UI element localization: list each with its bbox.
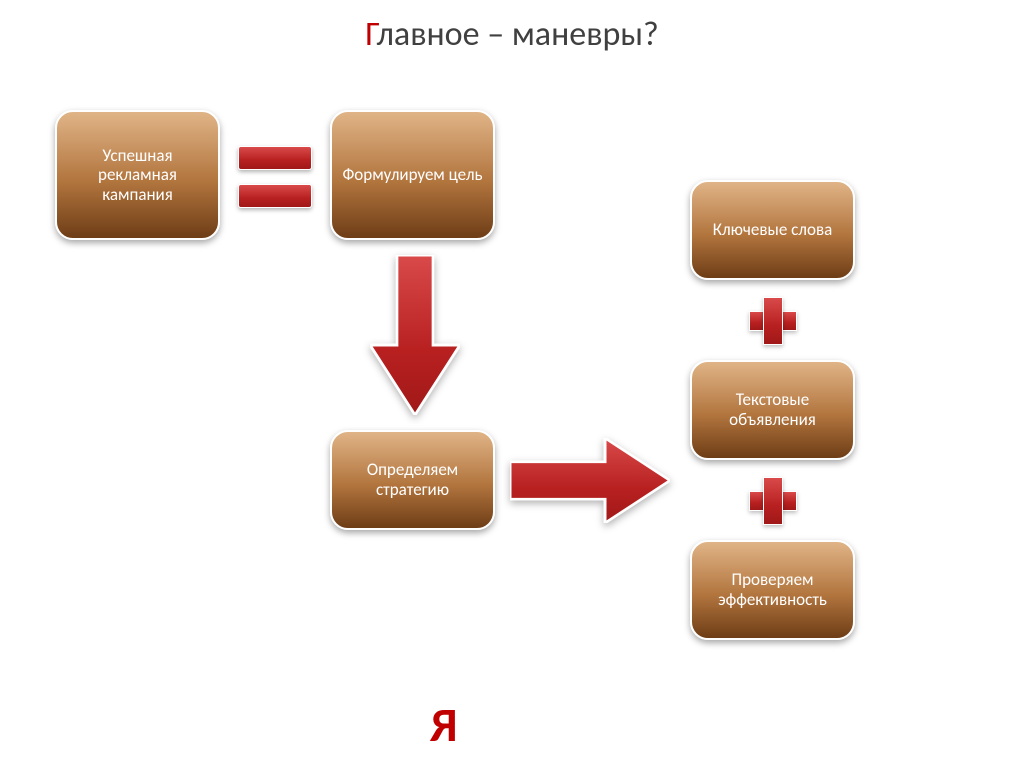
node-label: Текстовые объявления bbox=[698, 390, 847, 429]
ya-text: Я bbox=[430, 695, 458, 754]
node-text-ads: Текстовые объявления bbox=[690, 360, 855, 460]
diagram-stage: Главное – маневры? Успешная рекламная ка… bbox=[0, 0, 1024, 768]
node-label: Определяем стратегию bbox=[338, 460, 487, 499]
equals-bar-bottom bbox=[238, 184, 312, 208]
arrow-right bbox=[510, 438, 670, 523]
page-title: Главное – маневры? bbox=[0, 14, 1024, 55]
arrow-down bbox=[370, 255, 460, 415]
plus-v bbox=[763, 477, 783, 525]
yandex-logo-letter: Я bbox=[430, 695, 458, 754]
node-label: Успешная рекламная кампания bbox=[63, 146, 212, 205]
node-define-strategy: Определяем стратегию bbox=[330, 430, 495, 530]
plus-connector-1 bbox=[749, 297, 795, 343]
title-rest: лавное – маневры? bbox=[377, 14, 659, 55]
plus-connector-2 bbox=[749, 477, 795, 523]
equals-bar-top bbox=[238, 146, 312, 170]
node-label: Ключевые слова bbox=[713, 220, 832, 240]
node-check-efficiency: Проверяем эффективность bbox=[690, 540, 855, 640]
node-label: Проверяем эффективность bbox=[698, 570, 847, 609]
node-success-campaign: Успешная рекламная кампания bbox=[55, 110, 220, 240]
title-accent-letter: Г bbox=[365, 14, 376, 55]
node-label: Формулируем цель bbox=[342, 165, 482, 185]
node-keywords: Ключевые слова bbox=[690, 180, 855, 280]
node-formulate-goal: Формулируем цель bbox=[330, 110, 495, 240]
plus-v bbox=[763, 297, 783, 345]
